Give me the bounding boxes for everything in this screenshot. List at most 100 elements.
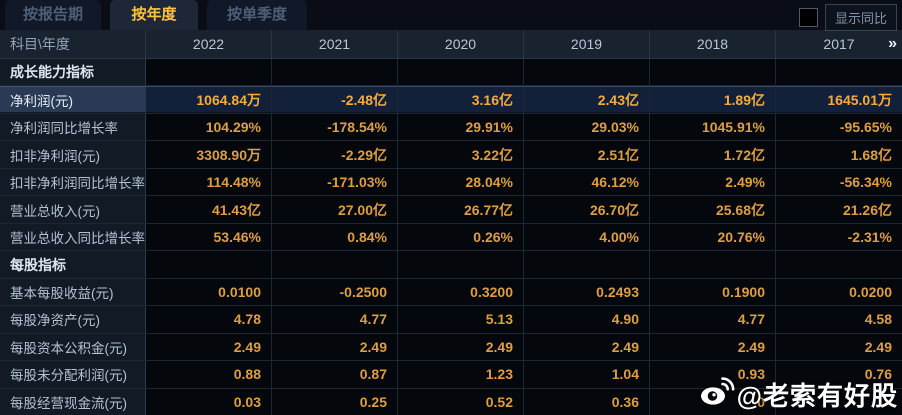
value-cell: 0.26%	[398, 223, 524, 251]
section-title: 每股指标	[0, 251, 146, 278]
section-header-row: 成长能力指标	[0, 59, 902, 87]
value-cell: -56.34%	[776, 168, 902, 196]
empty-cell	[776, 59, 902, 86]
table-header-row: 科目\年度 2022 2021 2020 2019 2018 2017 »	[0, 30, 902, 59]
value-cell: 3.22亿	[398, 141, 524, 168]
table-row: 净利润(元) 1064.84万 -2.48亿 3.16亿 2.43亿 1.89亿 1645.…	[0, 86, 902, 114]
value-cell: 4.77	[272, 306, 398, 333]
tab-bar: 按报告期 按年度 按单季度 显示同比	[0, 0, 902, 31]
value-cell: 29.03%	[524, 113, 650, 141]
year-column-header: 2018	[650, 30, 776, 58]
value-cell: 53.46%	[146, 223, 272, 251]
more-years-icon[interactable]: »	[888, 35, 897, 52]
table-row: 扣非净利润(元) 3308.90万 -2.29亿 3.22亿 2.51亿 1.72亿 1.6…	[0, 141, 902, 169]
row-label: 每股净资产(元)	[0, 306, 146, 333]
empty-cell	[776, 251, 902, 278]
value-cell: 1.23	[398, 361, 524, 388]
year-label: 2017	[823, 36, 855, 52]
value-cell: 3.16亿	[398, 86, 524, 113]
value-cell: 3308.90万	[146, 141, 272, 168]
value-cell: 0.3200	[398, 278, 524, 306]
value-cell: 21.26亿	[776, 196, 902, 223]
empty-cell	[272, 59, 398, 86]
value-cell: 26.77亿	[398, 196, 524, 223]
row-label: 扣非净利润同比增长率	[0, 168, 146, 196]
value-cell: 1.72亿	[650, 141, 776, 168]
value-cell: 2.49	[650, 333, 776, 361]
show-yoy-checkbox[interactable]	[798, 8, 818, 27]
table-row: 基本每股收益(元) 0.0100 -0.2500 0.3200 0.2493 0.1900…	[0, 278, 902, 307]
tab-by-year[interactable]: 按年度	[110, 0, 198, 30]
value-cell: 20.76%	[650, 223, 776, 251]
row-label: 扣非净利润(元)	[0, 141, 146, 168]
table-row: 每股资本公积金(元) 2.49 2.49 2.49 2.49 2.49 2.49	[0, 333, 902, 362]
year-label: 2021	[318, 36, 351, 52]
empty-cell	[650, 251, 776, 278]
row-label: 净利润同比增长率	[0, 113, 146, 141]
year-label: 2022	[192, 36, 225, 52]
value-cell: -2.29亿	[272, 141, 398, 168]
row-label: 营业总收入(元)	[0, 196, 146, 223]
table-row: 营业总收入同比增长率 53.46% 0.84% 0.26% 4.00% 20.76% -2.…	[0, 223, 902, 252]
row-label: 每股未分配利润(元)	[0, 361, 146, 388]
value-cell: 0.36	[524, 388, 650, 415]
value-cell: 0.52	[398, 388, 524, 415]
value-cell: -2.48亿	[272, 86, 398, 113]
value-cell: 0.0200	[776, 278, 902, 306]
year-column-header: 2020	[398, 30, 524, 58]
value-cell: 0.2493	[524, 278, 650, 306]
value-cell: 25.68亿	[650, 196, 776, 223]
value-cell: 2.43亿	[524, 86, 650, 113]
table-row: 营业总收入(元) 41.43亿 27.00亿 26.77亿 26.70亿 25.68亿 21…	[0, 196, 902, 224]
row-label: 每股经营现金流(元)	[0, 388, 146, 415]
value-cell: 2.49	[776, 333, 902, 361]
show-yoy-label[interactable]: 显示同比	[824, 4, 897, 31]
section-header-row: 每股指标	[0, 251, 902, 279]
value-cell: 1.04	[524, 361, 650, 388]
value-cell: 2.49	[398, 333, 524, 361]
value-cell: 26.70亿	[524, 196, 650, 223]
empty-cell	[146, 59, 272, 86]
value-cell: 0.88	[146, 361, 272, 388]
value-cell	[776, 388, 902, 415]
value-cell: 1645.01万	[776, 86, 902, 113]
empty-cell	[272, 251, 398, 278]
value-cell: 0.0100	[146, 278, 272, 306]
table-row: 每股未分配利润(元) 0.88 0.87 1.23 1.04 0.93 0.76	[0, 361, 902, 389]
value-cell: 0.87	[272, 361, 398, 388]
value-cell: 1045.91%	[650, 113, 776, 141]
year-label: 2020	[444, 36, 477, 52]
year-column-header: 2019	[524, 30, 650, 58]
year-column-header: 2017 »	[776, 30, 902, 58]
section-title: 成长能力指标	[0, 59, 146, 86]
value-cell: 114.48%	[146, 168, 272, 196]
tab-group: 按报告期 按年度 按单季度	[5, 0, 316, 30]
value-cell: 0.25	[272, 388, 398, 415]
table-row: 净利润同比增长率 104.29% -178.54% 29.91% 29.03% 1045.…	[0, 113, 902, 142]
value-cell: 46.12%	[524, 168, 650, 196]
year-label: 2019	[570, 36, 603, 52]
empty-cell	[146, 251, 272, 278]
value-cell: 4.78	[146, 306, 272, 333]
row-label: 营业总收入同比增长率	[0, 223, 146, 251]
empty-cell	[398, 251, 524, 278]
value-cell: 5.13	[398, 306, 524, 333]
table-row: 每股净资产(元) 4.78 4.77 5.13 4.90 4.77 4.58	[0, 306, 902, 334]
value-cell: 4.00%	[524, 223, 650, 251]
tab-by-report-period[interactable]: 按报告期	[5, 0, 101, 30]
value-cell: 0.1900	[650, 278, 776, 306]
value-cell: 29.91%	[398, 113, 524, 141]
value-cell: 1.68亿	[776, 141, 902, 168]
value-cell: 2.49	[272, 333, 398, 361]
value-cell: -178.54%	[272, 113, 398, 141]
value-cell: 2.49	[524, 333, 650, 361]
value-cell: 4.77	[650, 306, 776, 333]
value-cell: 4.58	[776, 306, 902, 333]
value-cell: 2.49	[146, 333, 272, 361]
empty-cell	[524, 59, 650, 86]
value-cell: -2.31%	[776, 223, 902, 251]
value-cell: 0.93	[650, 361, 776, 388]
value-cell: 0.84%	[272, 223, 398, 251]
tab-by-single-quarter[interactable]: 按单季度	[207, 0, 307, 30]
